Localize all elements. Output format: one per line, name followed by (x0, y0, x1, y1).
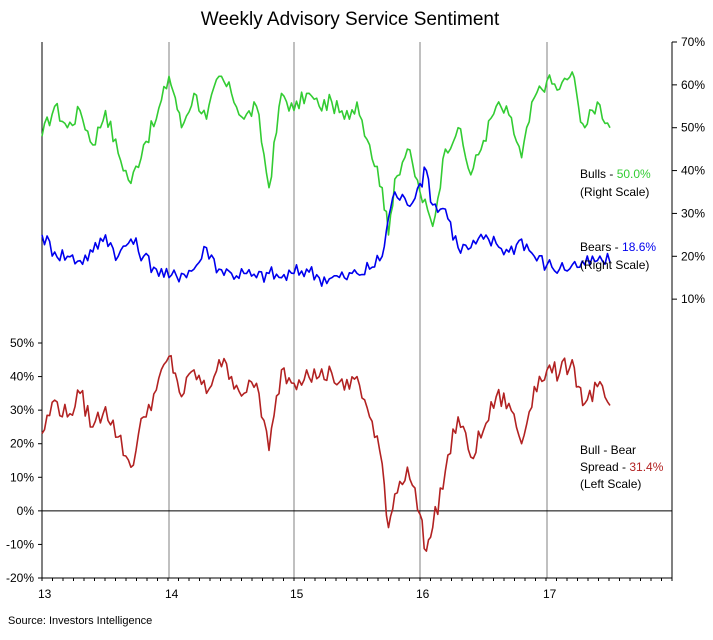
x-tick-label: 16 (416, 587, 430, 601)
x-tick-label: 14 (165, 587, 179, 601)
legend-label: Bulls - 50.0% (580, 167, 651, 181)
legend-label: Bears - 18.6% (580, 240, 656, 254)
axes: 13 14 15 16 17 10% 20% 30% 40% 50% 60% 70% -20% -10% 0… (6, 35, 705, 601)
right-tick-label: 40% (681, 164, 705, 178)
left-tick-label: 20% (10, 437, 34, 451)
source-note: Source: Investors Intelligence (8, 615, 152, 627)
left-tick-label: 40% (10, 370, 34, 384)
right-tick-label: 60% (681, 78, 705, 92)
legend-value: 31.4% (629, 460, 663, 474)
series-lines (41, 71, 611, 552)
left-tick-label: 10% (10, 470, 34, 484)
legend-scale: (Right Scale) (580, 185, 649, 199)
left-tick-label: -10% (6, 537, 34, 551)
legend-scale: (Right Scale) (580, 258, 649, 272)
chart-title: Weekly Advisory Service Sentiment (201, 9, 500, 30)
x-tick-label: 13 (38, 587, 52, 601)
left-tick-label: -20% (6, 571, 34, 585)
x-tick-label: 15 (290, 587, 304, 601)
legend-value: 18.6% (622, 240, 656, 254)
legend-label: Spread - 31.4% (580, 460, 664, 474)
right-tick-label: 30% (681, 206, 705, 220)
left-tick-label: 30% (10, 403, 34, 417)
right-tick-label: 20% (681, 249, 705, 263)
right-tick-label: 50% (681, 121, 705, 135)
x-tick-label: 17 (543, 587, 557, 601)
legend-scale: (Left Scale) (580, 477, 641, 491)
right-tick-label: 10% (681, 292, 705, 306)
left-tick-label: 50% (10, 336, 34, 350)
legend-value: 50.0% (617, 167, 651, 181)
series-line-bears (41, 166, 611, 287)
series-line-bulls (41, 71, 611, 236)
left-tick-label: 0% (17, 504, 35, 518)
legends: Bulls - 50.0% (Right Scale) Bears - 18.6% (… (580, 167, 664, 491)
right-tick-label: 70% (681, 35, 705, 49)
series-line-bull-bear-spread (41, 354, 611, 552)
legend-label: Bull - Bear (580, 443, 636, 457)
grid-lines (41, 42, 672, 578)
